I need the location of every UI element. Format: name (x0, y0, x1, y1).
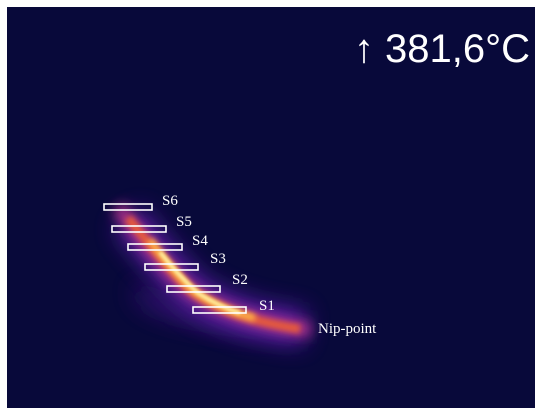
sensor-label: S2 (232, 272, 248, 288)
sensor-label: S1 (259, 298, 275, 314)
sensor-label: S4 (192, 233, 208, 249)
sensor-label: S6 (162, 193, 178, 209)
sensor-label: S5 (176, 214, 192, 230)
thermal-screenshot: S1 S2 S3 S4 S5 S6 Nip-point ↑ 381,6°C (0, 0, 542, 415)
sensor-label: S3 (210, 251, 226, 267)
nip-point-label: Nip-point (318, 321, 377, 337)
max-temperature: ↑ 381,6°C (354, 27, 530, 71)
